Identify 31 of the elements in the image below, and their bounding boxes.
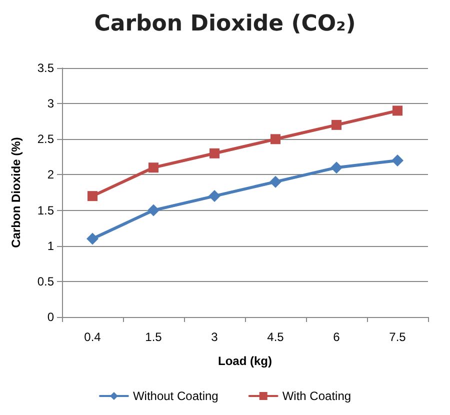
y-tick-label: 0 bbox=[47, 310, 54, 324]
y-tick-label: 3.5 bbox=[37, 61, 54, 75]
point bbox=[270, 176, 282, 188]
x-tick-label: 0.4 bbox=[84, 330, 102, 344]
point bbox=[88, 191, 98, 202]
point bbox=[148, 204, 160, 216]
legend-label: Without Coating bbox=[132, 389, 218, 403]
x-tick-label: 1.5 bbox=[145, 330, 162, 344]
chart-title: Carbon Dioxide (CO₂) bbox=[94, 12, 356, 36]
legend-label: With Coating bbox=[282, 389, 352, 403]
y-tick-label: 2 bbox=[47, 168, 54, 182]
x-tick-label: 6 bbox=[333, 330, 340, 344]
point bbox=[86, 232, 98, 245]
y-axis-title: Carbon Dioxide (%) bbox=[9, 137, 23, 248]
point bbox=[208, 190, 220, 202]
point bbox=[392, 106, 402, 116]
y-tick-label: 3 bbox=[47, 96, 54, 111]
point bbox=[270, 134, 280, 144]
point bbox=[148, 162, 158, 173]
y-tick-label: 2.5 bbox=[37, 132, 54, 146]
y-tick-label: 0.5 bbox=[37, 274, 54, 288]
point bbox=[332, 120, 342, 130]
y-tick-label: 1.5 bbox=[37, 203, 54, 218]
x-tick-label: 3 bbox=[211, 330, 218, 344]
point bbox=[210, 148, 220, 158]
point bbox=[392, 154, 404, 166]
x-tick-label: 4.5 bbox=[267, 330, 284, 344]
y-tick-label: 1 bbox=[47, 238, 54, 253]
x-axis-title: Load (kg) bbox=[218, 354, 272, 368]
point bbox=[330, 162, 342, 174]
x-tick-label: 7.5 bbox=[389, 330, 406, 344]
